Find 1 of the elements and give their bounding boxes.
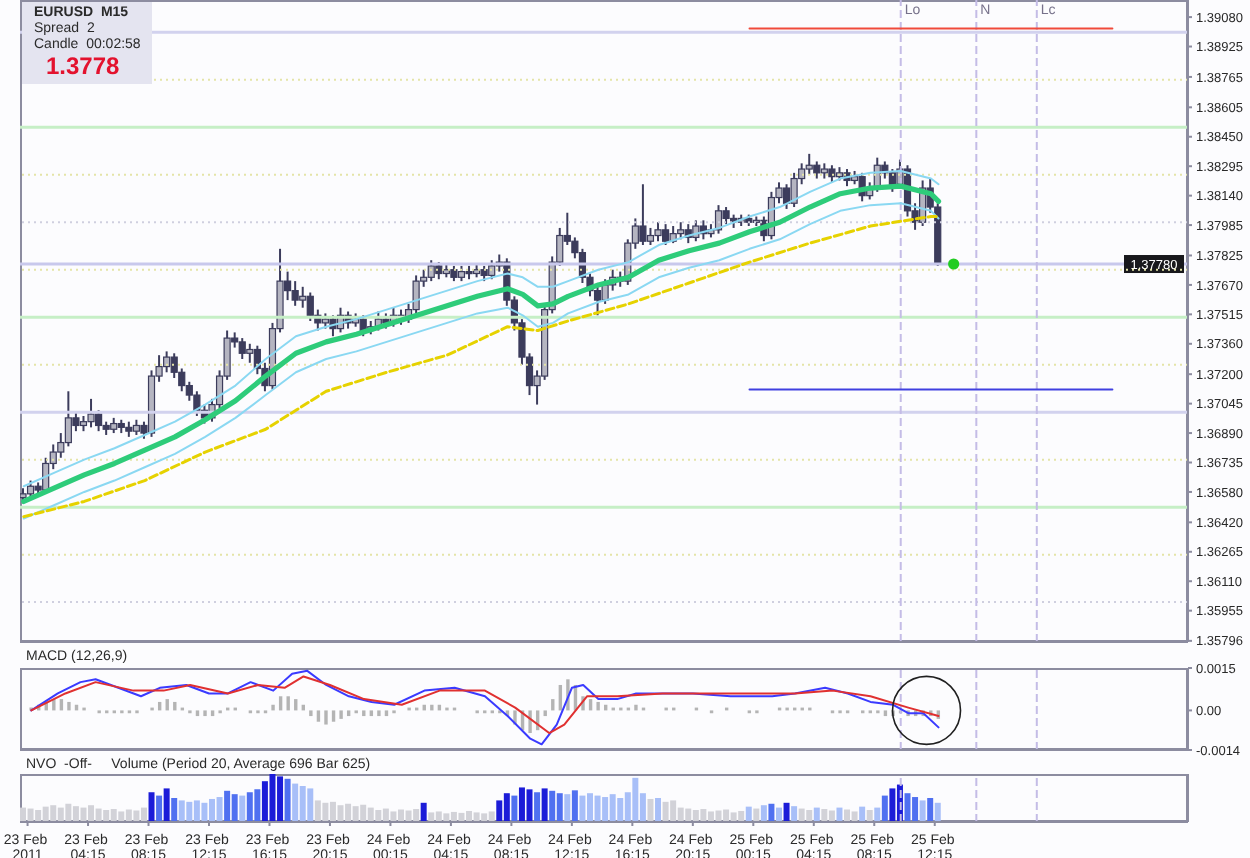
annotation: 1.3778 — [44, 52, 122, 80]
